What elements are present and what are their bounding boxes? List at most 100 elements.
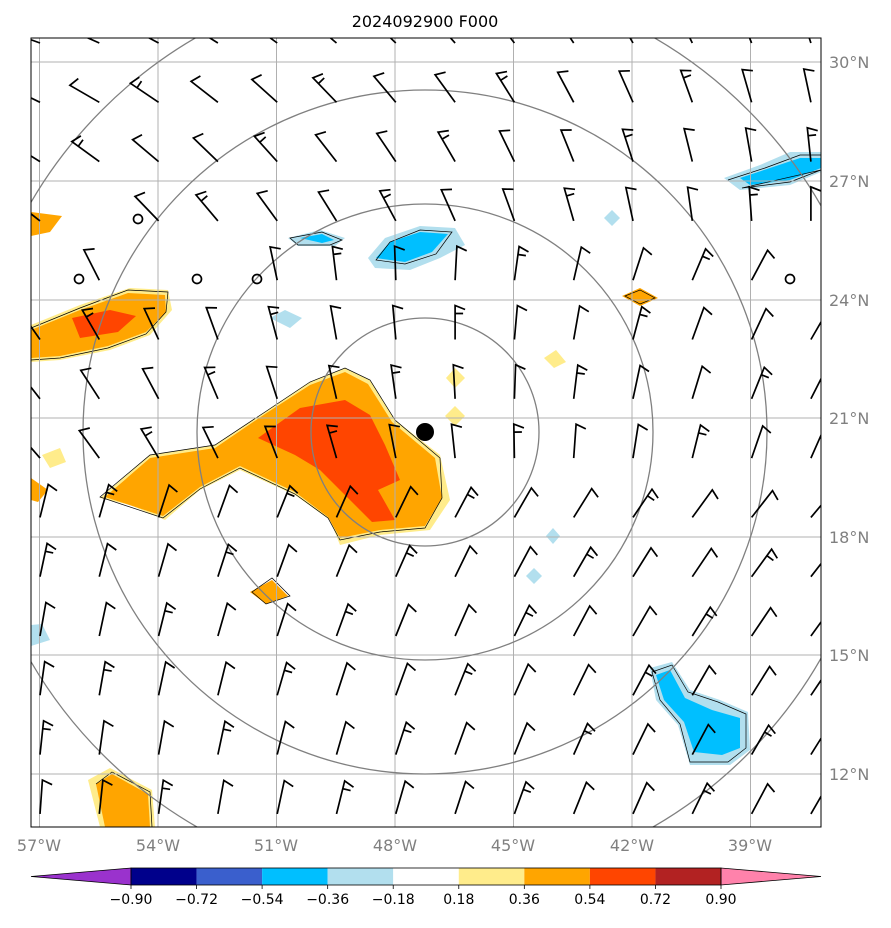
lon-label: 51°W (254, 836, 298, 855)
wind-barb (513, 780, 535, 815)
colorbar-swatch (262, 868, 328, 885)
spot-24n (622, 288, 658, 306)
wind-barb (276, 720, 295, 755)
wind-barb (495, 70, 516, 103)
spot-21n-b (445, 406, 465, 426)
wind-barb (39, 778, 53, 814)
neg-13n-inner (656, 670, 740, 755)
spot-21n-a (446, 368, 465, 388)
wind-barb (750, 489, 779, 518)
lat-label: 18°N (829, 528, 869, 547)
colorbar-swatch (589, 868, 656, 885)
wind-barb (375, 130, 397, 163)
wind-barb (317, 189, 338, 222)
wind-barb (810, 620, 821, 637)
lat-label: 30°N (829, 53, 869, 72)
wind-barb (433, 71, 456, 103)
wind-barb (691, 546, 719, 578)
wind-barb (454, 304, 466, 340)
wind-barb (157, 719, 175, 755)
wind-barb (513, 545, 538, 578)
neg-25n-inner (376, 232, 448, 262)
wind-barb (513, 486, 539, 518)
colorbar-swatch (393, 868, 459, 885)
wind-barb (691, 488, 719, 518)
map-title: 2024092900 F000 (352, 12, 499, 31)
wind-barb (750, 782, 776, 815)
wind-barb (263, 425, 278, 459)
wind-barb (39, 601, 56, 637)
wind-barb (563, 187, 576, 222)
wind-barb (194, 190, 219, 222)
lon-label: 42°W (610, 836, 654, 855)
wind-barb (810, 433, 821, 459)
wind-barb (31, 309, 41, 340)
wind-barb (810, 736, 821, 756)
wind-barb (454, 244, 468, 281)
wind-barb (691, 247, 714, 281)
wind-barb (31, 446, 41, 459)
wind-barb (217, 542, 238, 577)
wind-barb (802, 67, 815, 103)
wind-barb (572, 304, 590, 340)
wind-barb (750, 664, 777, 696)
wind-barb (744, 127, 757, 162)
wind-barb (139, 426, 160, 459)
wind-barb (205, 306, 219, 340)
wind-barb (201, 425, 219, 459)
colorbar: −0.90 −0.72 −0.54 −0.36 −0.18 0.18 0.36 0.54 0.7… (30, 867, 822, 908)
wind-barb (452, 363, 464, 399)
wind-barb (276, 602, 297, 637)
wind-barb (31, 385, 41, 400)
wind-barb (390, 363, 402, 399)
longitude-labels: 57°W 54°W 51°W 48°W 45°W 42°W 39°W (17, 836, 772, 855)
wind-barb (394, 720, 416, 755)
colorbar-tick-label: 0.72 (640, 892, 671, 908)
neg-18n-dot (546, 528, 560, 544)
neg-26n-dot (604, 210, 620, 226)
wind-barb (572, 487, 599, 518)
colorbar-tick-label: 0.54 (574, 892, 605, 908)
wind-barb (632, 663, 657, 696)
wind-barb (217, 601, 237, 637)
wind-barbs (31, 38, 821, 815)
spot-16n (250, 580, 288, 604)
wind-barb (255, 189, 278, 222)
wind-barb (454, 721, 476, 755)
wind-barb (82, 248, 101, 281)
wind-barb (750, 307, 774, 340)
wind-barb (513, 662, 537, 696)
range-rings (31, 38, 821, 827)
wind-barb (31, 96, 41, 104)
wind-barb (632, 364, 650, 399)
wind-barb (395, 603, 417, 637)
wind-barb (621, 128, 634, 162)
lat-label: 24°N (829, 291, 869, 310)
wind-barb (388, 423, 401, 459)
wind-barb (572, 663, 597, 696)
wind-barb (70, 135, 100, 163)
wind-barb (810, 377, 821, 400)
wind-barb (329, 38, 338, 44)
wind-barb (85, 38, 100, 44)
wind-barb (267, 305, 280, 340)
wind-barb (325, 424, 338, 459)
wind-barb (393, 244, 405, 281)
wind-barb (501, 188, 516, 222)
wind-barb (217, 484, 239, 518)
wind-barb (395, 485, 419, 518)
colorbar-tick-label: −0.18 (372, 892, 415, 908)
storm-center-marker (416, 423, 434, 441)
latitude-labels: 30°N 27°N 24°N 21°N 18°N 15°N 12°N (829, 53, 869, 784)
spot-west-20n-y (42, 448, 66, 468)
wind-barb (748, 185, 760, 221)
wind-barb (513, 603, 538, 637)
wind-barb (157, 601, 177, 637)
colorbar-swatch (327, 868, 394, 885)
wind-barb (327, 364, 340, 399)
wind-barb (250, 74, 278, 103)
map-area (31, 38, 821, 827)
lat-label: 27°N (829, 172, 869, 191)
wind-barb (128, 76, 160, 104)
